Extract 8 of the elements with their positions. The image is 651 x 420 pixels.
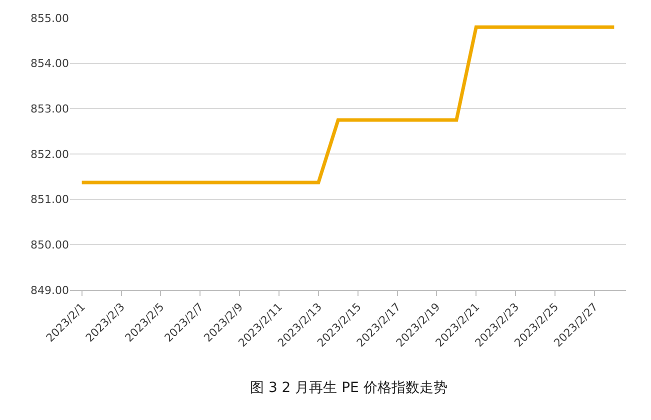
text: 图 3 2 月再生 PE 价格指数走势 (250, 380, 448, 396)
y-tick-label: 854.00 (30, 57, 69, 70)
y-tick-label: 849.00 (30, 284, 69, 297)
y-tick-label: 855.00 (30, 12, 69, 25)
y-tick-label: 851.00 (30, 193, 69, 206)
y-tick-label: 850.00 (30, 238, 69, 252)
y-tick-label: 852.00 (30, 148, 69, 161)
y-tick-label: 853.00 (30, 102, 69, 116)
